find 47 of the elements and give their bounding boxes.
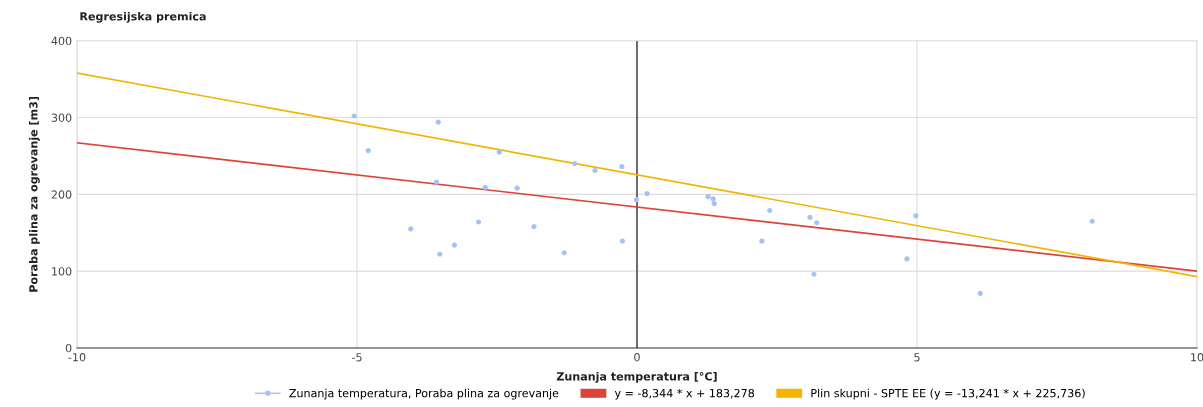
legend-label: Plin skupni - SPTE EE (y = -13,241 * x + 225,736) bbox=[811, 388, 1085, 400]
x-tick-label: 5 bbox=[914, 353, 920, 362]
point bbox=[977, 290, 983, 297]
point bbox=[435, 119, 441, 125]
point bbox=[437, 251, 443, 257]
point bbox=[365, 147, 371, 154]
point bbox=[767, 207, 773, 214]
point bbox=[904, 256, 910, 262]
y-tick-label: 300 bbox=[51, 113, 72, 122]
point bbox=[592, 167, 598, 174]
point bbox=[531, 224, 537, 230]
x-axis-title: Zunanja temperatura [°C] bbox=[556, 371, 717, 383]
point bbox=[451, 242, 458, 248]
point bbox=[408, 226, 414, 232]
point bbox=[482, 184, 488, 191]
point bbox=[475, 219, 482, 225]
point bbox=[433, 179, 440, 185]
point bbox=[710, 196, 716, 202]
point bbox=[514, 185, 520, 191]
point bbox=[619, 238, 626, 244]
legend-label: Zunanja temperatura, Poraba plina za ogrevanje bbox=[289, 388, 559, 400]
y-tick-label: 100 bbox=[52, 267, 72, 276]
point bbox=[811, 271, 817, 277]
point bbox=[913, 213, 919, 219]
x-tick-label: 0 bbox=[634, 353, 640, 362]
x-tick-label: -10 bbox=[68, 353, 86, 362]
point bbox=[633, 197, 640, 203]
point bbox=[619, 164, 625, 170]
point bbox=[351, 113, 357, 119]
y-tick-label: 0 bbox=[65, 343, 72, 353]
y-tick-label: 200 bbox=[51, 190, 72, 199]
point bbox=[644, 190, 650, 197]
y-tick-label: 400 bbox=[51, 36, 72, 46]
x-tick-label: -5 bbox=[351, 353, 362, 362]
point bbox=[572, 161, 578, 167]
point bbox=[711, 200, 717, 207]
x-tick-label: 10 bbox=[1191, 353, 1203, 362]
chart-title: Regresijska premica bbox=[80, 11, 206, 23]
point bbox=[1089, 218, 1095, 224]
y-axis-title: Poraba plina za ogrevanje [m3] bbox=[28, 96, 40, 292]
point bbox=[759, 238, 765, 244]
point bbox=[496, 149, 502, 155]
legend-label: y = -8,344 * x + 183,278 bbox=[614, 388, 755, 400]
point bbox=[807, 214, 813, 220]
point bbox=[814, 220, 820, 226]
point bbox=[705, 194, 711, 200]
point bbox=[561, 250, 567, 256]
